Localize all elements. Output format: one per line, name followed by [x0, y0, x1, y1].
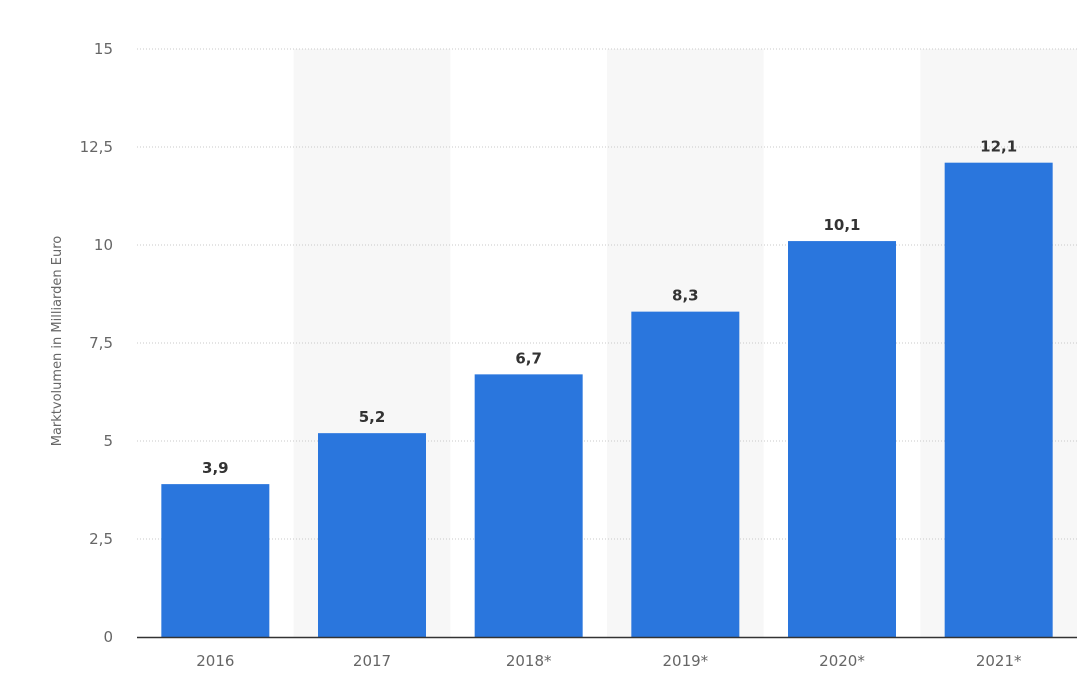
data-label: 12,1 [980, 138, 1017, 156]
x-tick-label: 2019* [662, 652, 708, 670]
y-axis-title: Marktvolumen in Milliarden Euro [50, 236, 65, 447]
y-tick-label: 0 [103, 628, 113, 646]
data-labels: 3,9 5,2 6,7 8,3 10,1 12,1 [202, 138, 1017, 477]
bars [161, 162, 1053, 637]
data-label: 10,1 [823, 216, 860, 234]
data-label: 6,7 [515, 349, 542, 367]
data-label: 5,2 [359, 408, 386, 426]
data-label: 8,3 [672, 287, 699, 305]
bar[interactable] [788, 241, 896, 637]
x-axis-ticks: 2016 2017 2018* 2019* 2020* 2021* [196, 652, 1022, 670]
y-tick-label: 5 [103, 432, 113, 450]
y-tick-label: 15 [94, 40, 113, 58]
y-tick-label: 7,5 [89, 334, 113, 352]
bar[interactable] [161, 484, 270, 637]
x-tick-label: 2020* [819, 652, 865, 670]
x-tick-label: 2018* [506, 652, 552, 670]
gridlines [137, 48, 1077, 540]
x-tick-label: 2016 [196, 652, 234, 670]
y-tick-label: 2,5 [89, 530, 113, 548]
x-tick-label: 2021* [976, 652, 1022, 670]
y-axis-ticks: 0 2,5 5 7,5 10 12,5 15 [80, 40, 113, 646]
data-label: 3,9 [202, 459, 229, 477]
bar[interactable] [474, 374, 583, 637]
x-tick-label: 2017 [353, 652, 391, 670]
bar[interactable] [631, 311, 740, 637]
y-tick-label: 10 [94, 236, 113, 254]
y-tick-label: 12,5 [80, 138, 113, 156]
bar[interactable] [944, 162, 1053, 637]
bar[interactable] [318, 433, 426, 637]
